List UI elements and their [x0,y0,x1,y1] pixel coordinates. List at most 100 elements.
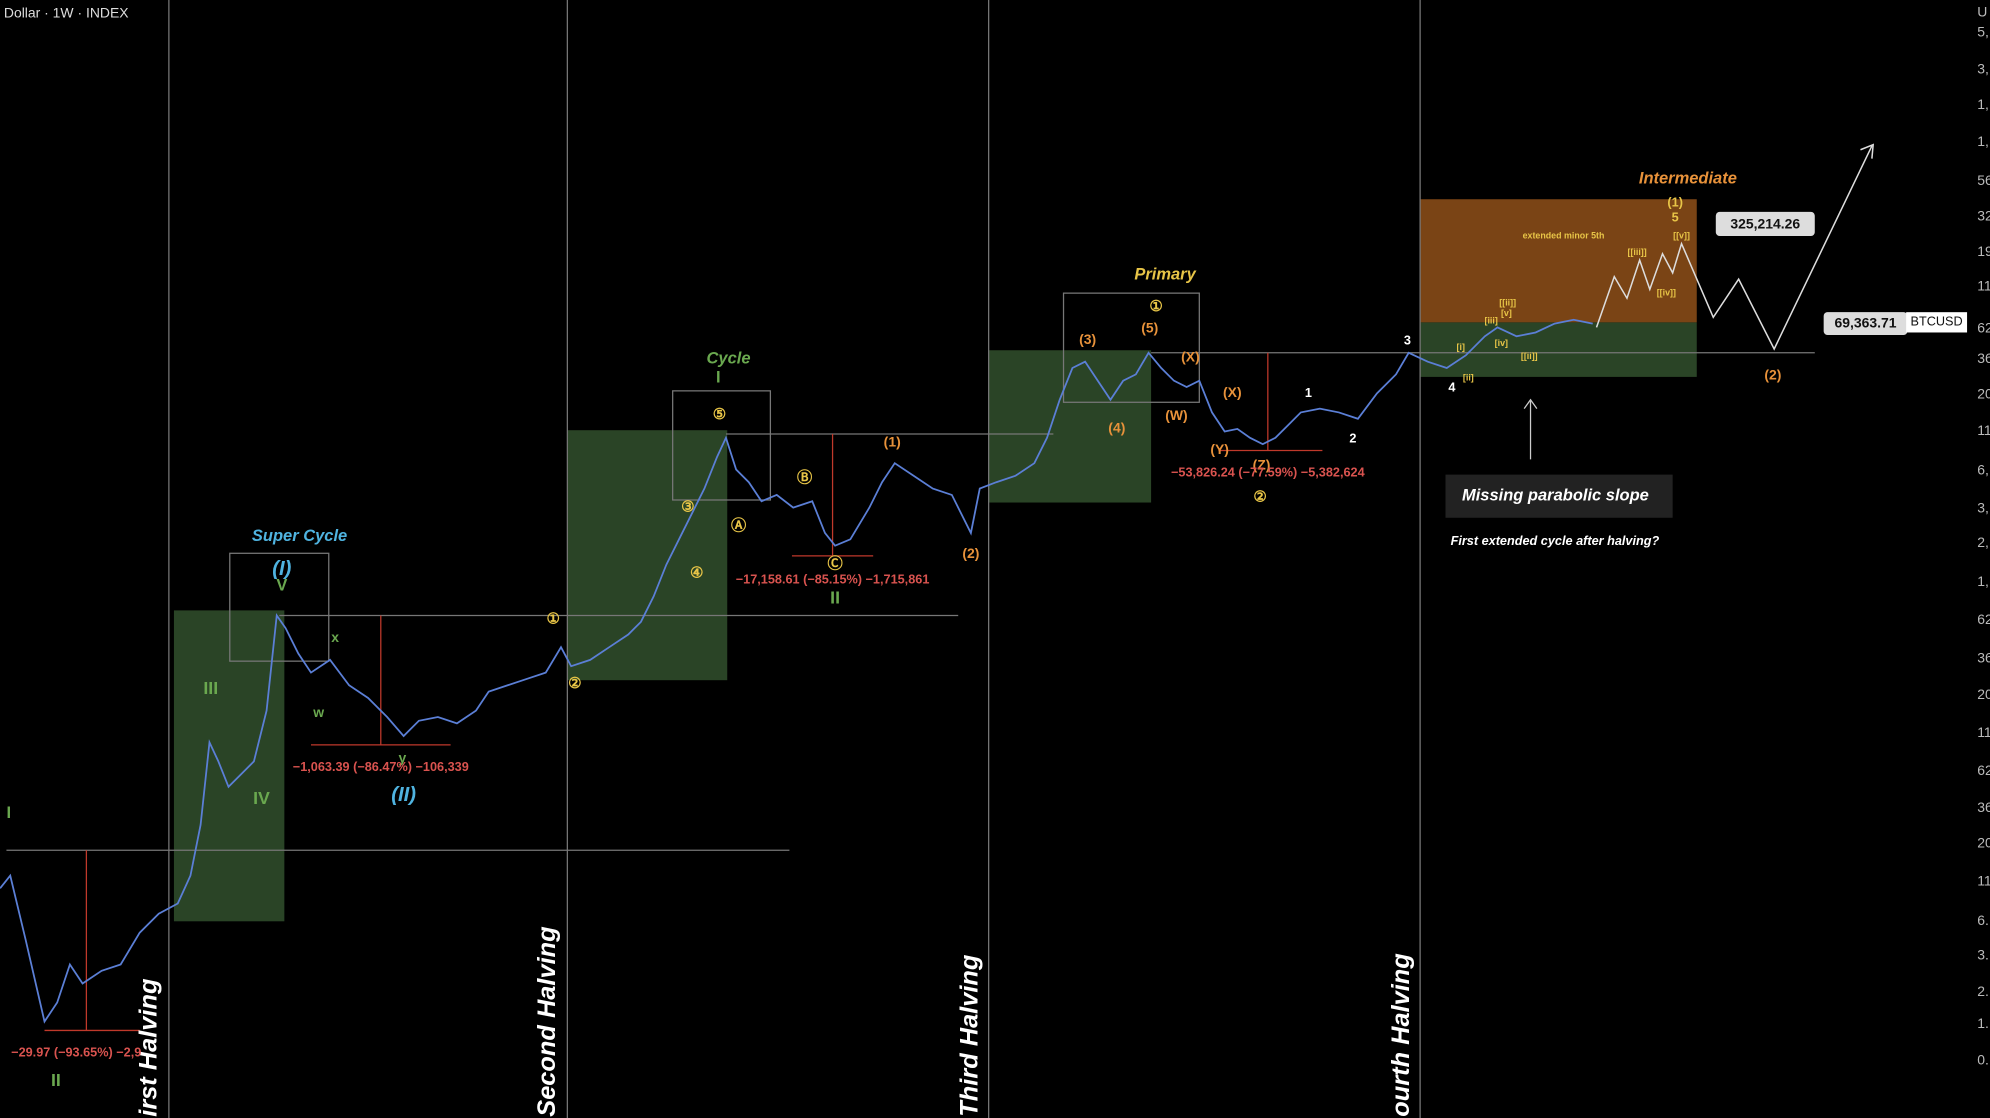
axis-label: 62 [1977,319,1990,335]
wave-label: ② [1253,488,1267,505]
wave-label: [ii] [1463,373,1474,383]
axis-label: 11 [1977,277,1990,293]
axis-label: 36 [1977,649,1990,665]
wave-label: (4) [1108,420,1125,436]
axis-label: 56 [1977,172,1990,188]
axis-label: 6, [1977,461,1989,477]
wave-label: [[v]] [1673,230,1690,240]
axis-label: 5, [1977,24,1989,40]
wave-label: 2 [1349,431,1356,445]
wave-label: 5 [1672,211,1679,225]
wave-label: [iii] [1485,315,1498,325]
axis-label: 2. [1977,983,1989,999]
wave-label: (X) [1223,384,1242,400]
wave-label: [[iv]] [1657,287,1676,297]
wave-label: x [331,629,339,645]
wave-label: (1) [1667,195,1683,209]
target-price: 325,214.26 [1730,215,1800,231]
price-tag [1715,211,1815,237]
wave-label: −17,158.61 (−85.15%) −1,715,861 [736,572,930,586]
wave-label: (X) [1181,349,1200,365]
axis-label: 0. [1977,1052,1989,1068]
arrow-head [1523,398,1538,409]
wave-label: ① [1149,298,1163,315]
note-title: Missing parabolic slope [1462,487,1649,505]
wave-label: Intermediate [1639,169,1737,187]
halving-label: Third Halving [956,954,984,1117]
wave-label: I [716,369,721,387]
wave-label: III [203,678,218,698]
top-box [229,552,330,662]
wave-label: [[iii]] [1628,247,1647,257]
wave-label: [iv] [1495,338,1508,348]
axis-label: 1, [1977,573,1989,589]
header-title: Dollar · 1W · INDEX [4,5,129,21]
axis-label: 1. [1977,1015,1989,1031]
axis-label: 32 [1977,208,1990,224]
axis-label: 36 [1977,350,1990,366]
arrow-head [1860,143,1875,159]
wave-label: ⑤ [713,406,727,423]
axis-label: 62 [1977,611,1990,627]
wave-label: (2) [962,545,979,561]
wave-label: V [276,577,287,595]
wave-label: 1 [1305,386,1312,400]
wave-label: ② [568,675,582,692]
price-series [0,318,1593,1024]
axis-label: 19 [1977,243,1990,259]
wave-label: [[ii]] [1499,298,1516,308]
wave-label: (II) [391,784,416,806]
axis-label: 1, [1977,96,1989,112]
zones [173,199,1697,922]
wave-label: ④ [690,565,704,582]
wave-label: −1,063.39 (−86.47%) −106,339 [293,760,469,774]
axis-label: 11 [1977,873,1990,889]
wave-label: (Y) [1210,441,1229,457]
axis-label: 2, [1977,534,1989,550]
wave-label: [v] [1501,308,1512,318]
wave-label: −29.97 (−93.65%) −2,9 [11,1046,141,1060]
note-question: First extended cycle after halving? [1451,534,1660,548]
axis-label: 11 [1977,724,1990,740]
wave-label: (3) [1079,331,1096,347]
halving-label: ourth Halving [1387,953,1415,1117]
drawdown-rulers [44,352,1323,1032]
symbol: BTCUSD [1911,315,1963,329]
target-zone [1420,199,1697,323]
wave-label: 4 [1448,381,1455,395]
wave-label: [[ii]] [1521,351,1538,361]
wave-label: extended minor 5th [1523,230,1605,240]
wave-label: ③ [681,499,695,516]
axis-label: 11 [1977,422,1990,438]
top-box [1062,292,1200,403]
wave-label: Primary [1134,266,1196,284]
guides [6,0,1815,1118]
axis-label: 3, [1977,60,1989,76]
price-tag [1823,312,1908,336]
axis-label: 3. [1977,946,1989,962]
axis-label: 20 [1977,385,1990,401]
wave-label: II [830,588,840,608]
halving-label: Second Halving [533,926,561,1117]
wave-label: (1) [884,434,901,450]
wave-label: II [51,1070,61,1090]
impulse-zone [1420,322,1697,377]
wave-label: Cycle [707,349,751,367]
wave-label: −53,826.24 (−77.59%) −5,382,624 [1171,466,1365,480]
wave-label: Ⓐ [731,517,746,535]
wave-label: (5) [1141,319,1158,335]
last-price: 69,363.71 [1835,314,1897,330]
axis-label: 1, [1977,133,1989,149]
axis-label: 6. [1977,912,1989,928]
halving-label: irst Halving [135,978,163,1117]
note-box [1445,474,1673,518]
axis-label: 36 [1977,799,1990,815]
impulse-zone [567,430,728,681]
axis-label: 20 [1977,835,1990,851]
wave-label: Super Cycle [252,527,347,545]
projection-path [1595,145,1873,351]
wave-label: ① [547,610,561,627]
